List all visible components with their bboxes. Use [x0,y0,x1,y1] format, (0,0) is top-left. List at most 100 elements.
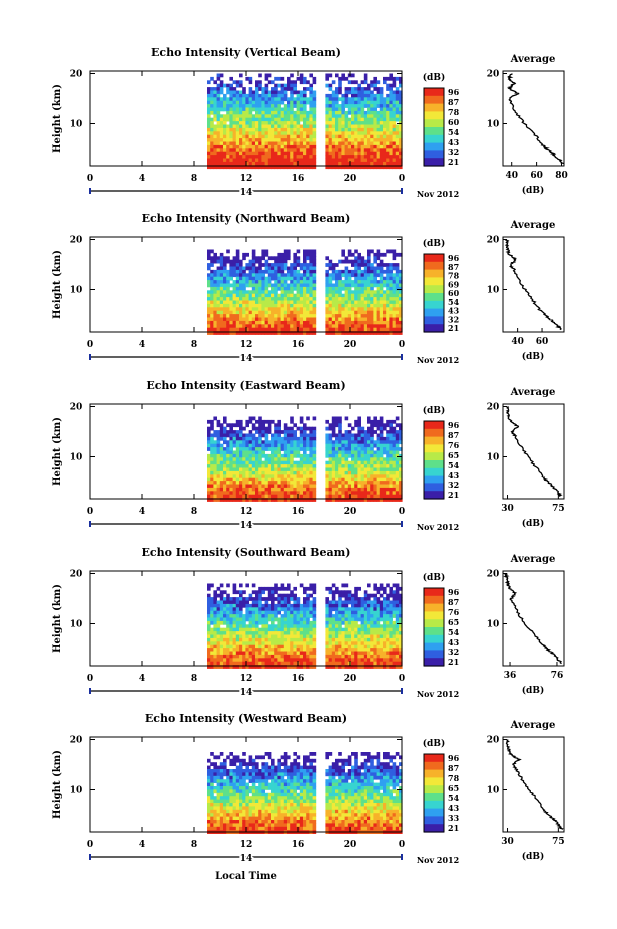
heatmap-cell [248,634,253,639]
heatmap-cell [251,324,256,329]
heatmap-cell [296,283,301,288]
heatmap-cell [210,249,214,254]
heatmap-cell [219,634,224,639]
heatmap-cell [219,631,224,635]
heatmap-cell [306,610,310,615]
heatmap-cell [392,127,397,132]
heatmap-cell [306,307,310,312]
heatmap-cell [277,148,281,153]
heatmap-cell [207,620,211,625]
heatmap-cell [296,276,301,281]
heatmap-cell [392,90,397,95]
heatmap-cell [370,158,374,163]
heatmap-cell [271,586,275,591]
heatmap-cell [357,144,361,149]
heatmap-cell [367,494,371,499]
heatmap-cell [210,597,214,601]
heatmap-cell [392,433,397,438]
heatmap-cell [280,627,285,632]
heatmap-cell [293,644,297,649]
heatmap-cell [274,134,278,139]
heatmap-cell [255,661,259,666]
heatmap-cell [363,481,368,485]
heatmap-cell [242,290,246,295]
heatmap-cell [303,590,307,595]
heatmap-cell [226,110,230,115]
heatmap-cell [258,83,262,88]
heatmap-cell [357,443,361,448]
colorbar-swatch [424,439,444,443]
heatmap-cell [239,151,243,156]
heatmap-cell [376,440,381,445]
heatmap-cell [248,259,253,264]
heatmap-cell [363,457,368,462]
heatmap-cell [370,494,374,499]
heatmap-cell [379,117,384,122]
heatmap-cell [312,269,317,274]
heatmap-cell [267,491,272,496]
heatmap-cell [293,283,297,288]
heatmap-cell [299,117,304,122]
heatmap-cell [338,138,342,142]
heatmap-cell [213,107,217,112]
heatmap-cell [360,453,365,458]
heatmap-cell [335,440,339,445]
colorbar-swatch [424,449,444,453]
heatmap-cell [280,447,285,451]
heatmap-cell [379,87,384,91]
heatmap-cell [264,134,269,139]
heatmap-cell [360,307,365,312]
heatmap-cell [258,426,262,431]
heatmap-cell [271,665,275,669]
heatmap-cell [379,104,384,108]
heatmap-cell [357,138,361,142]
heatmap-cell [338,477,342,482]
heatmap-cell [264,307,269,312]
heatmap-cell [251,266,256,271]
heatmap-cell [376,426,381,431]
heatmap-cell [367,283,371,288]
heatmap-cell [287,249,291,254]
colorbar-swatch [424,428,444,432]
heatmap-cell [239,641,243,646]
heatmap-cell [379,440,384,445]
heatmap-cell [213,481,217,485]
heatmap-cell [271,450,275,455]
heatmap-cell [245,331,249,335]
heatmap-cell [312,300,317,305]
heatmap-cell [395,134,400,139]
heatmap-cell [370,300,374,305]
heatmap-cell [395,310,400,315]
heatmap-cell [242,464,246,468]
heatmap-cell [223,263,227,267]
heatmap-cell [341,331,345,335]
heatmap-cell [373,423,377,428]
heatmap-cell [248,117,253,122]
heatmap-cell [242,637,246,642]
heatmap-cell [251,614,256,618]
heatmap-cell [344,76,349,81]
heatmap-cell [325,93,329,98]
heatmap-cell [235,131,240,136]
heatmap-cell [213,593,217,598]
heatmap-cell [229,151,233,156]
heatmap-cell [213,494,217,499]
heatmap-cell [389,114,393,119]
heatmap-cell [207,491,211,496]
heatmap-cell [312,158,317,163]
heatmap-cell [325,155,329,159]
heatmap-cell [293,600,297,605]
heatmap-cell [258,586,262,591]
heatmap-cell [210,470,214,475]
heatmap-cell [389,303,393,308]
heatmap-cell [395,155,400,159]
heatmap-cell [235,590,240,595]
heatmap-cell [248,648,253,652]
heatmap-cell [229,464,233,468]
heatmap-cell [226,151,230,156]
heatmap-cell [290,494,294,499]
heatmap-cell [386,297,390,301]
heatmap-cell [357,457,361,462]
heatmap-cell [258,498,262,502]
day-label: 14 [240,521,253,531]
